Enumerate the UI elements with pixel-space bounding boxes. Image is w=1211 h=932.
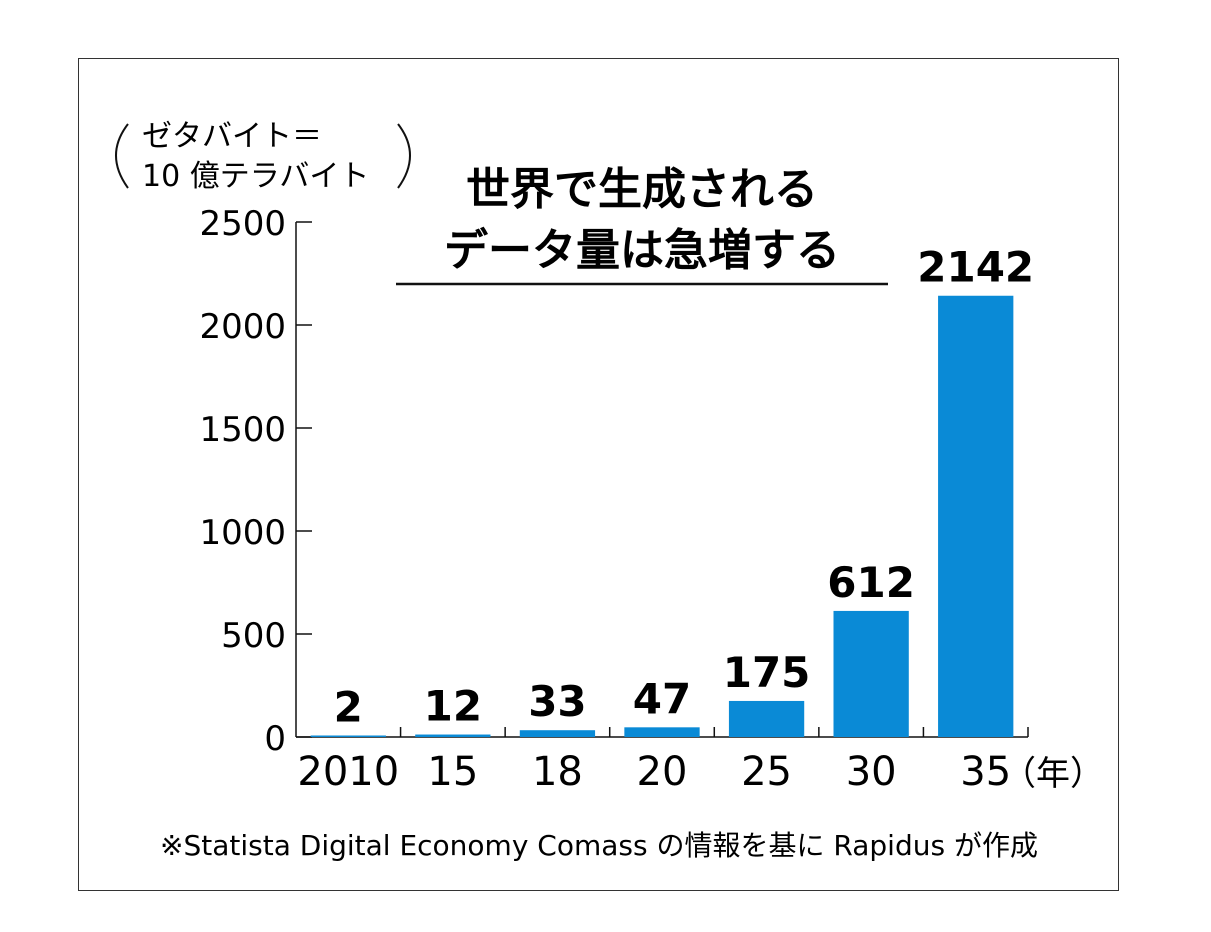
value-label: 33	[528, 677, 586, 726]
value-label: 175	[723, 648, 811, 697]
y-tick-label: 0	[264, 719, 286, 759]
y-tick-label: 2000	[199, 307, 286, 347]
x-tick-label: 25	[741, 749, 792, 795]
unit-close-paren	[397, 123, 411, 189]
y-tick-label: 2500	[199, 204, 286, 244]
bar	[833, 610, 909, 737]
y-tick-label: 500	[221, 616, 286, 656]
x-tick-label: 15	[427, 749, 478, 795]
bar	[938, 295, 1014, 737]
bar	[624, 727, 700, 737]
x-tick-label: 30	[846, 749, 897, 795]
bar	[415, 734, 491, 737]
x-tick-label: 18	[532, 749, 583, 795]
y-tick-label: 1000	[199, 513, 286, 553]
bar	[519, 730, 596, 737]
value-label: 612	[827, 558, 915, 607]
x-tick-label: 20	[637, 749, 688, 795]
value-label: 12	[424, 682, 482, 731]
y-tick-label: 1500	[199, 410, 286, 450]
chart-title: 世界で生成される データ量は急増する	[396, 164, 888, 286]
bars	[310, 295, 1014, 737]
source-note: ※Statista Digital Economy Comass の情報を基に …	[160, 829, 1038, 862]
x-axis: 2010 15 18 20 25 30 35	[296, 727, 1029, 795]
y-unit-label: ゼタバイト＝ 10 億テラバイト	[115, 119, 411, 194]
x-unit-label: （年）	[1002, 754, 1104, 794]
chart-title-line-1: 世界で生成される	[466, 164, 818, 215]
bar	[310, 735, 386, 737]
unit-open-paren	[115, 123, 129, 189]
value-labels: 2 12 33 47 175 612 2142	[334, 243, 1034, 732]
chart-title-line-2: データ量は急増する	[444, 225, 840, 276]
unit-label-line-1: ゼタバイト＝	[142, 119, 322, 154]
x-tick-label: 35	[960, 749, 1011, 795]
chart-frame	[78, 58, 1119, 891]
unit-label-line-2: 10 億テラバイト	[142, 159, 369, 194]
value-label: 2	[334, 683, 363, 732]
value-label: 2142	[917, 243, 1034, 292]
y-axis: 0 500 1000 1500 2000 2500	[199, 204, 312, 759]
x-tick-label: 2010	[297, 749, 399, 795]
bar	[728, 700, 805, 737]
value-label: 47	[633, 674, 691, 723]
